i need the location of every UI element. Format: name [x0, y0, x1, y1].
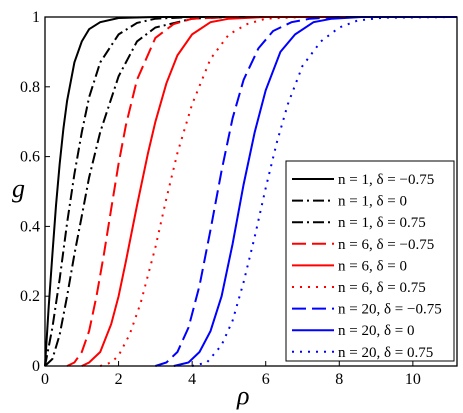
- x-tick-label: 10: [405, 371, 421, 388]
- legend: n = 1, δ = −0.75 n = 1, δ = 0 n = 1, δ = 0…: [285, 160, 455, 362]
- legend-label-5: n = 6, δ = 0: [338, 258, 407, 274]
- legend-label-8: n = 20, δ = 0: [338, 323, 415, 339]
- x-tick-label: 8: [335, 371, 343, 388]
- y-tick-label: 0: [32, 358, 40, 375]
- legend-label-2: n = 1, δ = 0: [338, 194, 407, 210]
- legend-box: [285, 160, 455, 362]
- y-tick-label: 0.2: [20, 288, 40, 305]
- legend-label-7: n = 20, δ = −0.75: [338, 302, 442, 318]
- y-tick-label: 1: [32, 9, 40, 26]
- series-curves: [44, 16, 458, 367]
- y-tick-label: 0.4: [20, 218, 40, 235]
- series-line-4: [66, 16, 457, 367]
- y-axis-label: g: [12, 174, 25, 203]
- x-tick-label: 4: [188, 371, 196, 388]
- x-tick-label: 2: [115, 371, 123, 388]
- axis-ticks: 0 2 4 6 8 10 0 0.2 0.4 0.6 0.8 1: [20, 9, 421, 388]
- plot-frame: [44, 16, 458, 367]
- x-axis-label: ρ: [236, 381, 249, 410]
- series-line-5: [81, 16, 457, 367]
- series-line-8: [173, 16, 457, 367]
- series-line-7: [155, 16, 457, 367]
- series-line-1: [44, 16, 457, 367]
- series-line-6: [99, 16, 457, 367]
- legend-label-9: n = 20, δ = 0.75: [338, 345, 433, 361]
- legend-label-1: n = 1, δ = −0.75: [338, 172, 434, 188]
- y-tick-label: 0.6: [20, 149, 40, 166]
- legend-label-4: n = 6, δ = −0.75: [338, 237, 434, 253]
- legend-label-6: n = 6, δ = 0.75: [338, 280, 426, 296]
- series-line-9: [191, 16, 458, 367]
- legend-label-3: n = 1, δ = 0.75: [338, 215, 426, 231]
- y-tick-label: 0.8: [20, 79, 40, 96]
- x-tick-label: 0: [41, 371, 49, 388]
- series-line-2: [44, 16, 457, 367]
- x-tick-label: 6: [262, 371, 270, 388]
